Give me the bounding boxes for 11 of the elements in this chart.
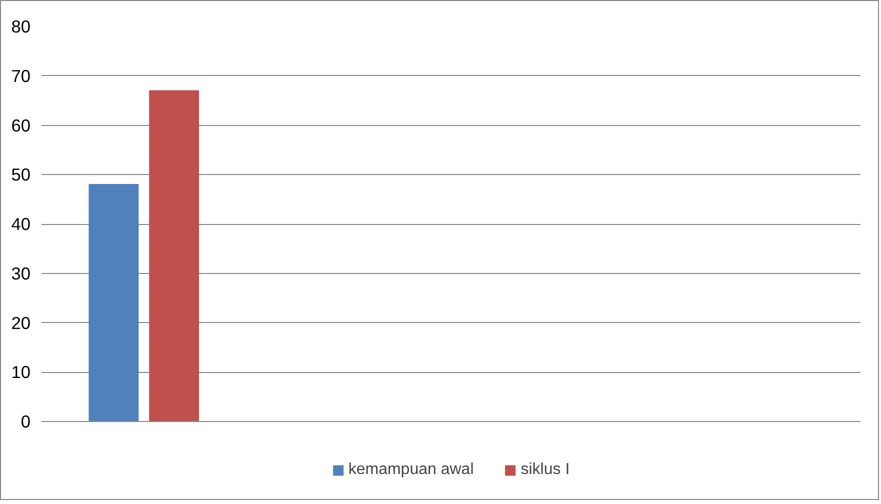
y-tick-label: 0 [20,412,31,432]
legend-label: kemampuan awal [348,461,474,479]
y-tick-label: 40 [11,214,31,234]
legend-label: siklus I [520,461,570,479]
y-tick-label: 80 [11,16,31,36]
y-tick-label: 20 [11,312,31,333]
y-tick-label: 50 [11,164,31,185]
y-tick-label: 70 [11,66,31,86]
y-tick-label: 60 [11,115,31,136]
y-tick-label: 30 [11,263,31,284]
y-tick-label: 10 [11,362,31,382]
